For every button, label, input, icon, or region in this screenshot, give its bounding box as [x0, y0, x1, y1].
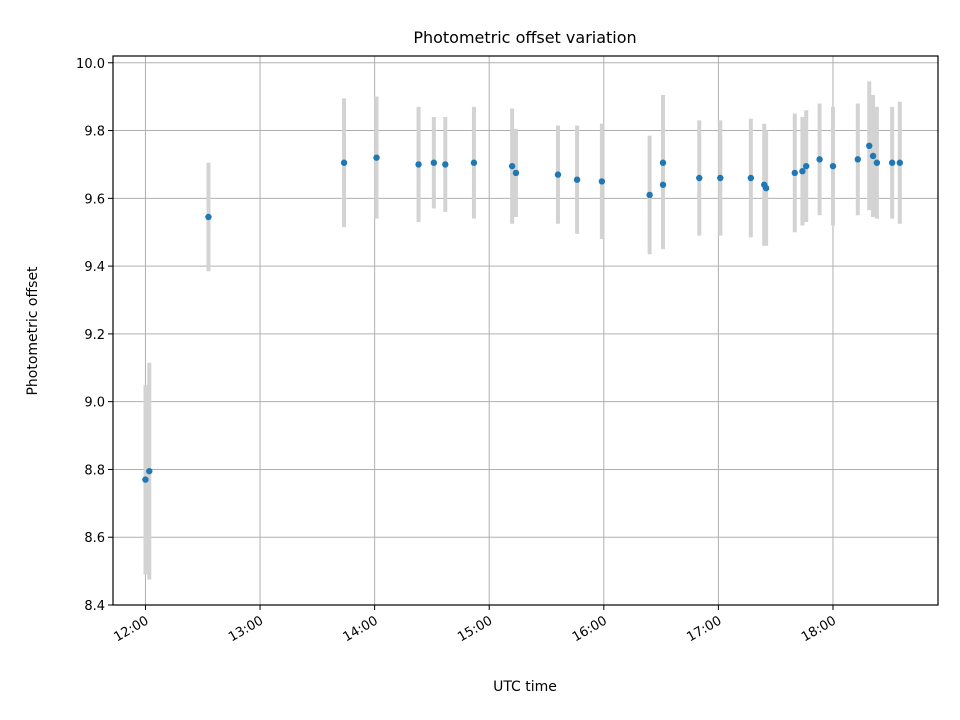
- data-point: [373, 154, 380, 161]
- y-tick-label: 10.0: [76, 57, 105, 72]
- data-point: [869, 152, 877, 160]
- data-point: [791, 169, 798, 177]
- data-point: [829, 162, 837, 170]
- y-tick-label: 9.0: [84, 396, 105, 411]
- data-point: [340, 159, 348, 166]
- data-point: [430, 159, 438, 166]
- data-point: [205, 213, 212, 221]
- data-point: [888, 159, 896, 166]
- plot-area-frame: [112, 55, 939, 606]
- data-point: [573, 176, 581, 183]
- y-tick-label: 8.8: [84, 463, 105, 478]
- data-point: [717, 174, 724, 182]
- y-tick-label: 9.2: [84, 328, 105, 343]
- x-axis-label: UTC time: [493, 679, 557, 695]
- data-point: [598, 178, 606, 185]
- data-point: [508, 162, 516, 170]
- y-tick-label: 9.8: [84, 125, 105, 140]
- data-point: [554, 171, 562, 178]
- data-points: [142, 142, 904, 483]
- y-tick-label: 8.4: [84, 599, 105, 614]
- data-point: [816, 156, 823, 163]
- y-axis-label: Photometric offset: [25, 266, 41, 396]
- data-point: [747, 174, 755, 182]
- data-point: [873, 159, 881, 166]
- data-point: [142, 476, 149, 483]
- data-point: [854, 156, 861, 163]
- data-point: [803, 162, 810, 170]
- data-point: [896, 159, 904, 166]
- data-point: [415, 161, 422, 168]
- chart-title: Photometric offset variation: [413, 28, 636, 47]
- data-point: [866, 142, 873, 150]
- data-point: [659, 181, 667, 188]
- data-point: [146, 467, 153, 475]
- y-tick-label: 9.6: [84, 192, 105, 207]
- y-tick-label: 9.4: [84, 260, 105, 275]
- data-point: [512, 169, 520, 177]
- data-point: [470, 159, 478, 166]
- y-tick-label: 8.6: [84, 531, 105, 546]
- data-point: [442, 161, 449, 168]
- data-point: [646, 191, 653, 199]
- data-point: [799, 168, 806, 175]
- data-point: [696, 174, 703, 182]
- data-point: [659, 159, 667, 166]
- data-point: [762, 184, 770, 192]
